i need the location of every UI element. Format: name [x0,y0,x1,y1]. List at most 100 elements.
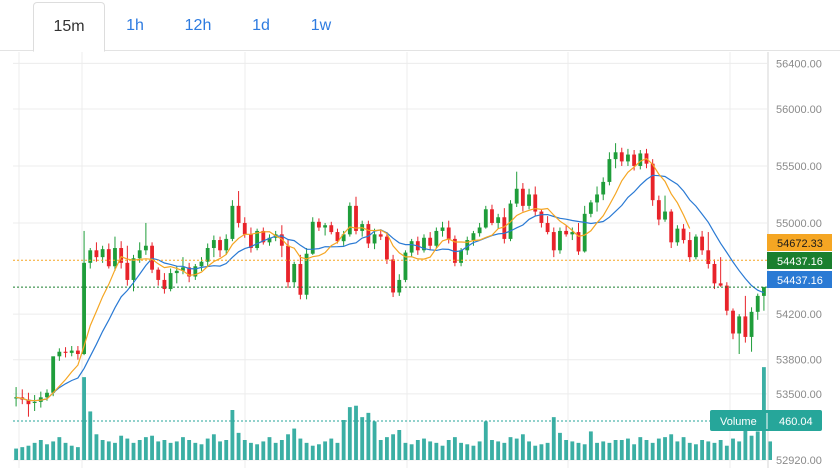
candle-body [477,227,482,234]
volume-bars [14,367,773,460]
candle-body [428,237,433,246]
candle-body [230,205,235,239]
volume-bar [113,442,117,460]
price-labels: 54672.33 54437.16 54437.16 Volume 460.04 [13,234,832,431]
volume-bar [582,444,587,460]
volume-bar [403,442,408,460]
volume-bar [354,405,358,460]
candle-body [626,154,630,162]
volume-bar [125,438,130,460]
volume-bar [527,441,531,460]
volume-bar [483,421,488,460]
volume-bar [619,440,624,460]
candle-body [576,232,581,252]
volume-bar [94,434,99,460]
tab-15m[interactable]: 15m [33,2,105,52]
last-price-badge-text: 54437.16 [777,256,823,268]
volume-bar [508,437,513,460]
candle-body [205,248,210,262]
candle-body [761,287,766,296]
volume-bar [768,441,773,460]
volume-bar [218,441,222,460]
candle-body [607,159,612,182]
candle-body [292,263,297,283]
volume-bar [632,444,637,460]
volume-bar [100,440,105,460]
candle-body [712,263,717,284]
candle-body [137,250,142,259]
candle-body [249,234,253,249]
volume-bar [224,440,229,460]
y-tick-label: 55000.00 [776,218,822,230]
tab-12h[interactable]: 12h [184,17,212,34]
volume-bar [520,434,525,460]
volume-bar [650,442,655,460]
volume-bar [391,434,396,460]
volume-bar [187,440,192,460]
candle-body [106,249,111,267]
candle-body [706,250,711,264]
volume-bar [533,445,538,460]
candle-body [570,232,575,235]
candle-body [737,316,742,334]
candle-body [409,241,414,253]
candle-body [700,236,705,251]
volume-bar [378,440,383,460]
volume-bar [687,442,692,460]
volume-bar [545,442,550,460]
candle-body [533,194,538,212]
candle-body [384,236,389,260]
candle-body [755,295,760,312]
candle-body [669,211,674,243]
volume-bar [372,421,377,460]
candle-body [471,233,476,241]
volume-bar [576,442,581,460]
volume-bar [514,438,519,460]
candle-body [174,270,179,274]
volume-bar [724,445,729,460]
volume-bar [663,437,667,460]
volume-bar [199,444,204,460]
candle-body [743,316,748,337]
orange-line-badge-text: 54672.33 [777,238,823,250]
candle-body [446,227,451,239]
volume-bar [731,438,735,460]
candle-body [465,240,470,251]
candle-body [422,237,426,251]
volume-bar [286,434,290,460]
candle-body [211,240,216,249]
candle-body [539,211,544,223]
volume-bar [279,440,284,460]
candle-body [372,234,377,244]
volume-bar [75,447,80,460]
volume-bar [694,444,698,460]
volume-bar [174,441,179,460]
volume-bar [638,437,643,460]
candle-body [335,232,340,242]
candle-body [32,401,37,404]
volume-bar [626,438,630,460]
tab-1h[interactable]: 1h [126,17,144,34]
volume-bar [360,417,365,460]
tab-1d[interactable]: 1d [252,17,270,34]
volume-bar [434,442,439,460]
volume-bar [38,440,43,460]
candle-body [218,240,222,251]
volume-bar [211,434,216,460]
candle-body [45,392,49,398]
candle-body [681,228,686,241]
volume-bar [292,428,297,460]
volume-bar [490,440,494,460]
candle-body [663,211,667,220]
candle-body [261,230,266,243]
orange-line-badge [767,234,832,251]
volume-bar [607,442,612,460]
candle-body [51,356,56,393]
volume-bar [162,440,167,460]
candle-body [323,225,328,228]
volume-bar [329,438,334,460]
volume-bar [613,440,618,460]
candle-body [236,205,241,223]
tab-1w[interactable]: 1w [310,17,332,34]
